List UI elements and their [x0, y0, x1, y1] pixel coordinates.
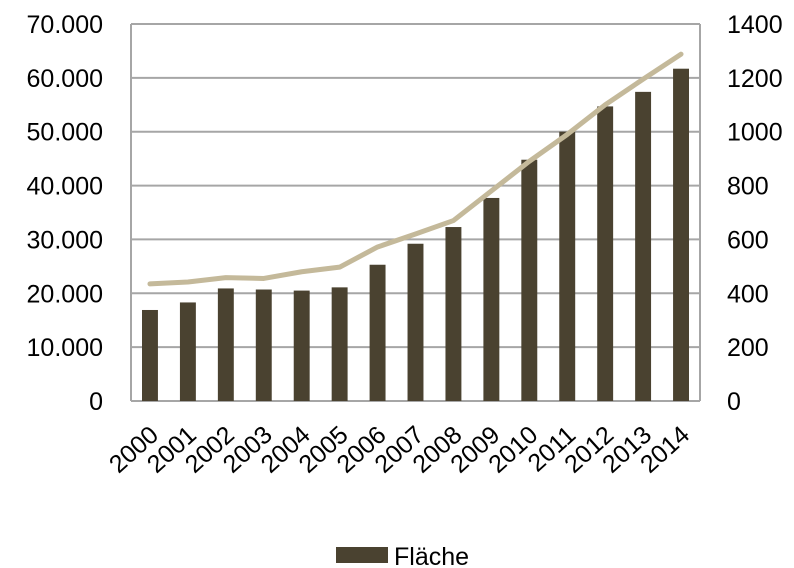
bar [331, 287, 348, 401]
left-tick-label: 40.000 [27, 173, 103, 201]
left-tick-label: 50.000 [27, 119, 103, 147]
bar [635, 91, 652, 402]
bar [179, 302, 196, 401]
bar [673, 68, 689, 402]
left-tick-label: 70.000 [27, 11, 103, 39]
legend-swatch [336, 547, 388, 563]
left-tick-label: 60.000 [27, 65, 103, 93]
right-tick-label: 0 [727, 388, 741, 416]
bar [407, 243, 424, 401]
bar [255, 289, 272, 401]
left-y-axis: 0 10.000 20.000 30.000 40.000 50.000 60.000 70.… [27, 11, 103, 416]
right-tick-label: 800 [727, 173, 769, 201]
bar [293, 290, 310, 401]
left-tick-label: 0 [89, 388, 103, 416]
right-tick-label: 400 [727, 280, 769, 308]
legend-label: Fläche [394, 543, 469, 568]
bar [445, 227, 462, 401]
line-series [147, 51, 684, 287]
legend: Fläche [336, 543, 469, 568]
bar-series [142, 68, 689, 402]
left-tick-label: 10.000 [27, 334, 103, 362]
left-tick-label: 20.000 [27, 280, 103, 308]
right-y-axis: 0 200 400 600 800 1000 1200 1400 [727, 11, 783, 416]
bar [597, 106, 614, 401]
right-tick-label: 600 [727, 226, 769, 254]
right-tick-label: 1400 [727, 11, 783, 39]
bar [521, 159, 538, 401]
bar [369, 264, 386, 401]
bar [142, 309, 158, 401]
right-tick-label: 1200 [727, 65, 783, 93]
bar [217, 288, 234, 401]
bar [559, 131, 576, 401]
right-tick-label: 200 [727, 334, 769, 362]
bar [483, 197, 500, 401]
x-axis: 2000200120022003200420052006200720082009… [104, 421, 695, 479]
left-tick-label: 30.000 [27, 226, 103, 254]
right-tick-label: 1000 [727, 119, 783, 147]
